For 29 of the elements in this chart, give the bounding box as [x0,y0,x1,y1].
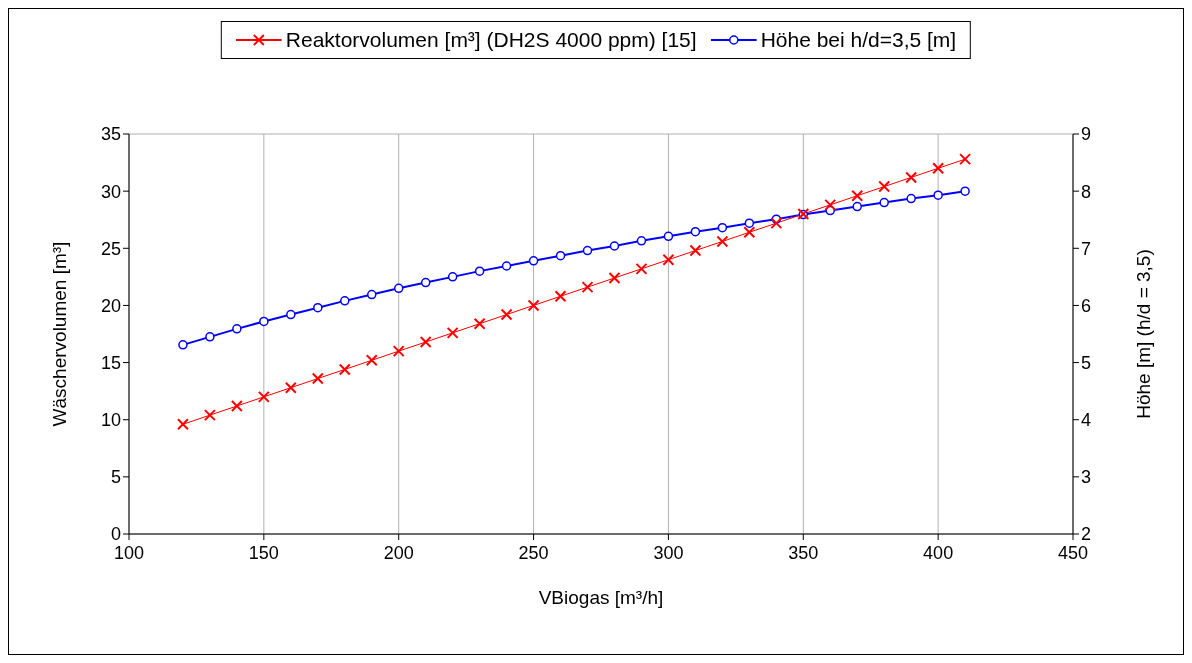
legend-label: Höhe bei h/d=3,5 [m] [760,28,957,52]
y2-tick-label: 6 [1081,295,1092,316]
y2-tick-label: 8 [1081,181,1092,202]
y2-tick-label: 4 [1081,410,1092,431]
y-tick-label: 15 [100,352,121,373]
y2-axis-title: Höhe [m] (h/d = 3,5) [1132,249,1154,419]
x-tick-label: 450 [1057,542,1089,563]
x-tick-label: 400 [923,542,954,563]
x-tick-label: 200 [383,542,414,563]
y2-tick-label: 7 [1081,238,1092,259]
y-tick-label: 20 [100,295,121,316]
legend-label: Reaktorvolumen [m³] (DH2S 4000 ppm) [15] [285,28,697,52]
y-tick-label: 30 [100,181,121,202]
x-tick-label: 100 [113,542,145,563]
x-tick-label: 300 [653,542,684,563]
y-tick-label: 0 [110,524,121,545]
x-axis-title: VBiogas [m³/h] [538,587,664,608]
y2-tick-label: 9 [1081,124,1092,145]
y2-tick-label: 5 [1081,352,1092,373]
y-tick-label: 5 [110,467,121,488]
y2-tick-label: 3 [1081,467,1092,488]
x-tick-label: 350 [788,542,819,563]
x-tick-label: 150 [248,542,279,563]
y-axis-title: Wäschervolumen [m³] [48,241,70,427]
y2-tick-label: 2 [1081,524,1092,545]
y-tick-label: 25 [100,238,121,259]
x-tick-label: 250 [518,542,549,563]
y-tick-label: 10 [100,410,121,431]
y-tick-label: 35 [100,124,121,145]
